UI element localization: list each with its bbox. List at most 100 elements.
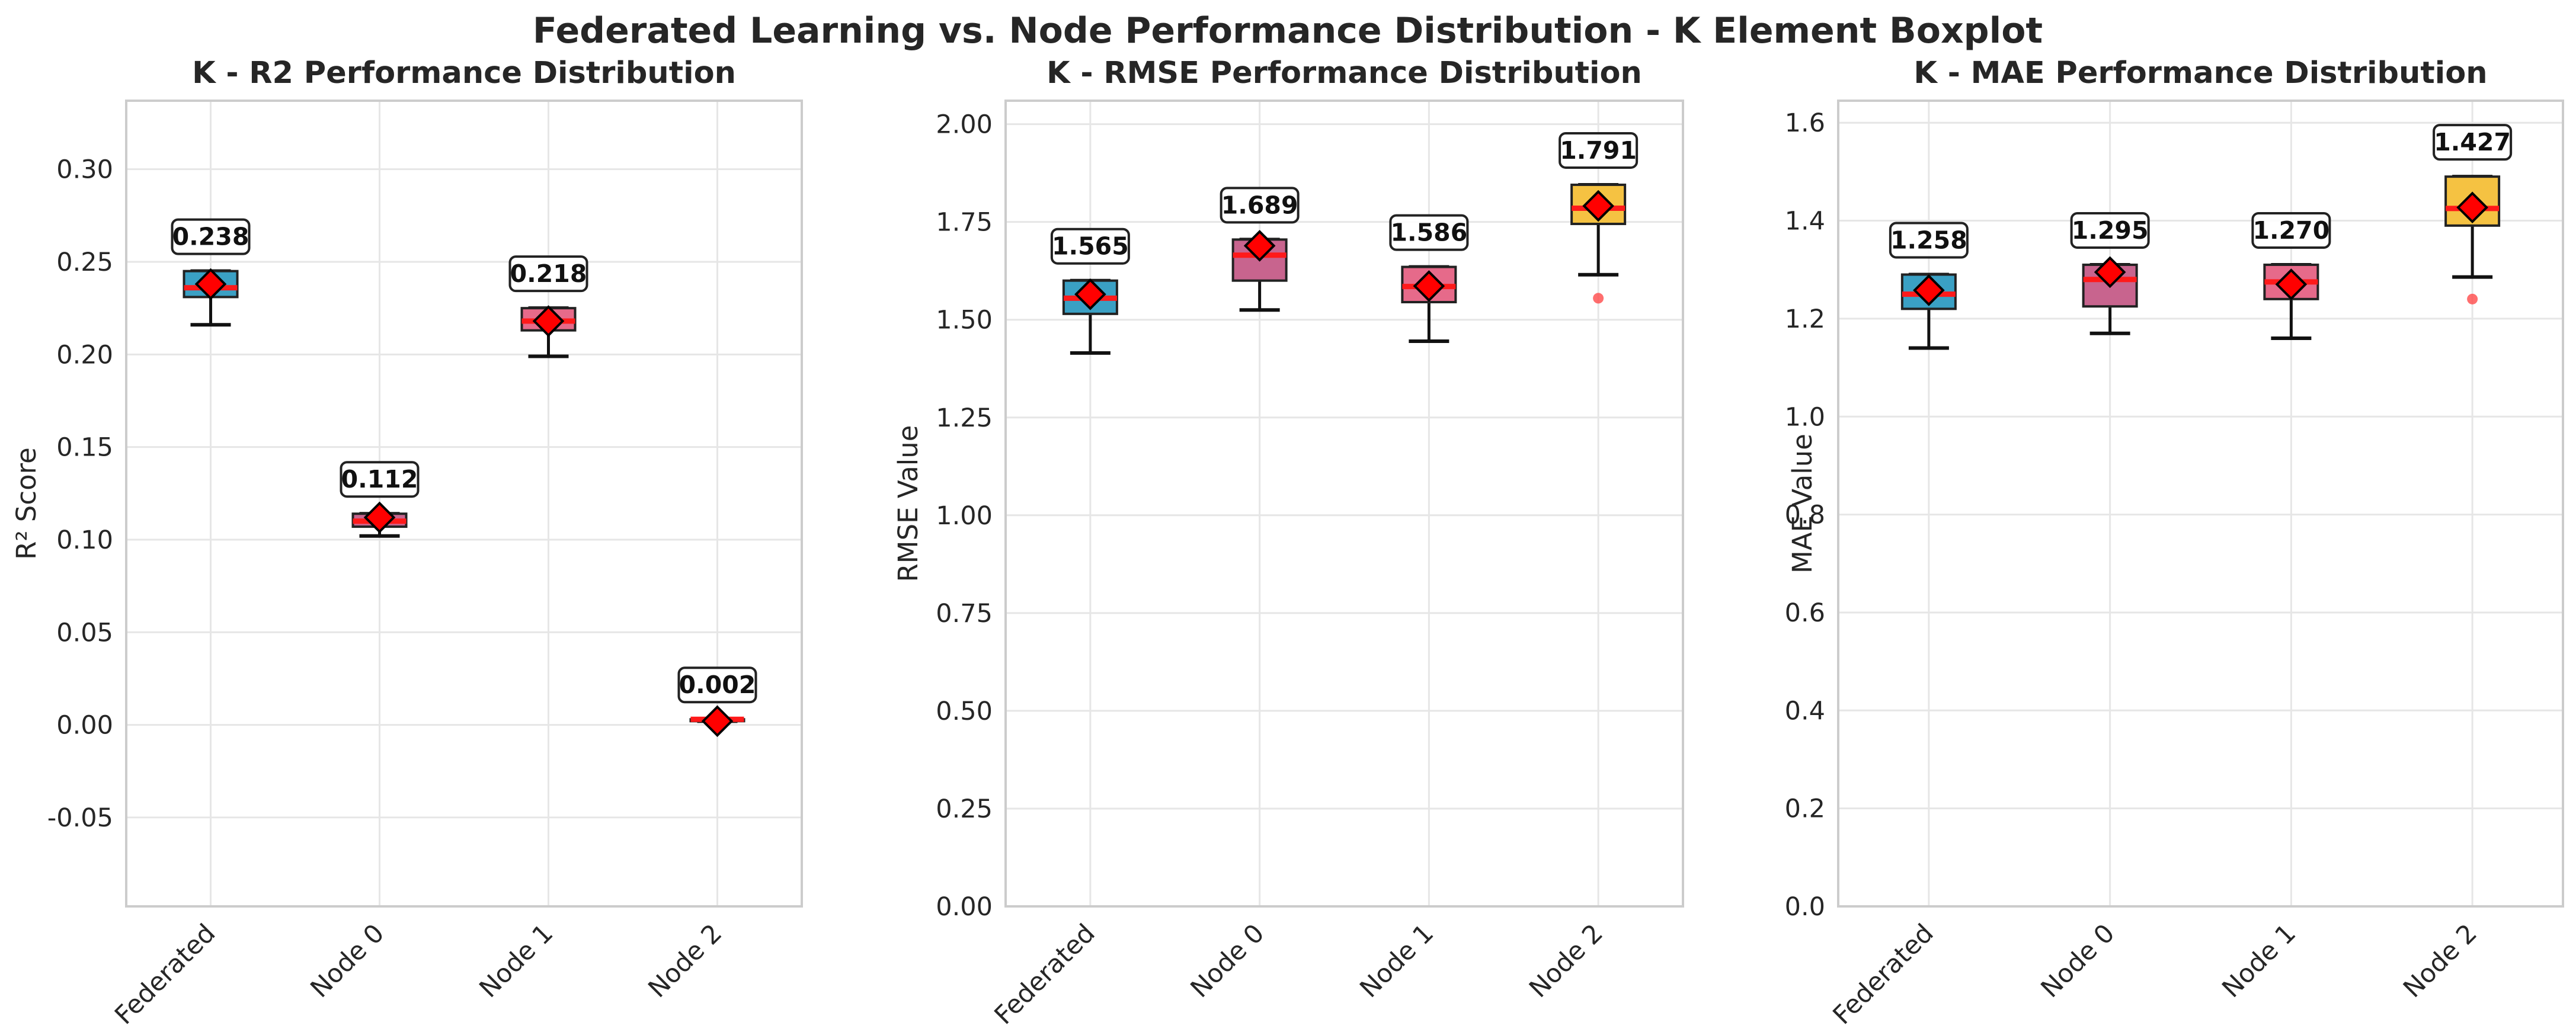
y-tick-label: 0.4 (1785, 696, 1825, 726)
chart-panel-1: -0.05 0.00 0.05 0.10 0.15 0.20 0.25 0.30 Federat… (11, 56, 803, 1029)
y-tick-label: 0.50 (936, 697, 993, 726)
data-label: 1.586 (1391, 219, 1468, 247)
y-tick-label: 0.25 (56, 248, 113, 277)
mean-marker (1913, 274, 1945, 306)
box-body (2444, 175, 2501, 227)
box-node-0: 1.295 (2070, 211, 2150, 335)
y-tick-label: 1.6 (1785, 108, 1825, 138)
axes-frame (125, 100, 803, 908)
x-tick-label-federated: Federated (109, 918, 221, 1029)
mean-marker (1413, 270, 1445, 302)
x-tick-label-federated: Federated (1828, 918, 1940, 1029)
box-node-1: 1.270 (2251, 211, 2331, 340)
y-tick-label: 0.2 (1785, 794, 1825, 824)
box-federated: 1.565 (1050, 227, 1130, 355)
y-tick-label: 0.75 (936, 599, 993, 629)
y-axis-label: MAE Value (1787, 434, 1818, 573)
data-label-box (2433, 124, 2513, 161)
y-tick-label: 1.25 (936, 403, 993, 433)
mean-marker (1582, 190, 1614, 222)
data-label: 0.218 (510, 259, 587, 288)
box-node-0: 1.689 (1220, 187, 1300, 312)
data-label: 1.258 (1890, 226, 1967, 254)
data-label-box (677, 666, 757, 704)
outlier-point (2467, 293, 2478, 304)
chart-panels: -0.05 0.00 0.05 0.10 0.15 0.20 0.25 0.30 Federat… (11, 56, 2564, 1029)
y-tick-label: 1.4 (1785, 207, 1825, 236)
subplot-title: K - MAE Performance Distribution (1913, 56, 2487, 91)
mean-marker (2094, 256, 2126, 288)
outlier-point (1593, 293, 1604, 304)
data-label: 1.565 (1052, 232, 1129, 261)
data-label-box (508, 255, 588, 293)
y-tick-label: 0.15 (56, 433, 113, 463)
x-tick-label-node-1: Node 1 (474, 918, 559, 1004)
mean-marker (1243, 230, 1276, 262)
x-tick-label-node-2: Node 2 (1524, 918, 1609, 1004)
y-tick-label: 0.00 (936, 892, 993, 922)
y-tick-label: 1.00 (936, 501, 993, 531)
data-label-box (1050, 227, 1130, 265)
data-label: 1.689 (1221, 191, 1298, 219)
y-tick-label: 0.25 (936, 794, 993, 824)
chart-panel-3: 0.0 0.2 0.4 0.6 0.8 1.0 1.2 1.4 1.6 Federated Node… (1785, 56, 2564, 1029)
x-tick-label-node-0: Node 0 (2036, 918, 2121, 1004)
y-tick-label: 0.20 (56, 340, 113, 370)
y-tick-label: 0.05 (56, 618, 113, 647)
data-label-box (1220, 187, 1300, 224)
data-label: 0.112 (341, 465, 418, 493)
axes-frame (1837, 100, 2564, 908)
subplot-title: K - RMSE Performance Distribution (1047, 56, 1642, 91)
box-node-1: 0.218 (508, 255, 588, 358)
axes-frame (1004, 100, 1684, 908)
data-label: 0.238 (172, 223, 249, 251)
data-label: 1.791 (1560, 136, 1637, 165)
x-tick-label-node-2: Node 2 (643, 918, 728, 1004)
data-label: 0.002 (679, 671, 756, 699)
data-label-box (2251, 211, 2331, 249)
y-tick-label: 1.0 (1785, 402, 1825, 432)
mean-marker (363, 501, 396, 534)
data-label-box (1889, 222, 1969, 259)
x-tick-label-node-1: Node 1 (1354, 918, 1439, 1004)
y-tick-label: 0.30 (56, 155, 113, 185)
y-tick-label: 1.75 (936, 208, 993, 238)
data-label: 1.295 (2072, 216, 2149, 245)
y-tick-label: 2.00 (936, 110, 993, 140)
y-tick-label: 0.8 (1785, 501, 1825, 530)
data-label-box (1559, 132, 1639, 169)
box-node-2: 1.791 (1559, 132, 1639, 304)
data-label: 1.270 (2253, 216, 2330, 245)
box-federated: 1.258 (1889, 222, 1969, 350)
y-axis-label: RMSE Value (892, 425, 924, 582)
x-tick-label-node-0: Node 0 (305, 918, 391, 1004)
y-tick-label: 0.0 (1785, 892, 1825, 922)
box-node-1: 1.586 (1389, 214, 1469, 344)
data-label-box (2070, 211, 2150, 249)
y-axis-label: R² Score (11, 447, 42, 560)
box-node-0: 0.112 (340, 461, 420, 538)
y-tick-label: 0.10 (56, 525, 113, 555)
x-tick-label-node-0: Node 0 (1185, 918, 1271, 1004)
data-label-box (171, 218, 251, 255)
data-label: 1.427 (2434, 128, 2511, 156)
chart-panel-2: 0.00 0.25 0.50 0.75 1.00 1.25 1.50 1.75 2.00 Fede… (892, 56, 1684, 1029)
x-tick-label-node-2: Node 2 (2398, 918, 2483, 1004)
y-tick-label: 0.6 (1785, 598, 1825, 628)
mean-marker (1074, 278, 1106, 310)
box-node-2: 1.427 (2433, 124, 2513, 304)
mean-marker (701, 705, 734, 738)
x-tick-label-federated: Federated (989, 918, 1101, 1029)
mean-marker (2456, 191, 2488, 224)
y-tick-label: -0.05 (47, 803, 113, 833)
x-tick-label-node-1: Node 1 (2216, 918, 2302, 1004)
mean-marker (2275, 268, 2308, 300)
y-tick-label: 1.2 (1785, 304, 1825, 334)
y-tick-label: 1.50 (936, 306, 993, 335)
mean-marker (194, 268, 227, 300)
mean-marker (532, 305, 565, 337)
subplot-title: K - R2 Performance Distribution (192, 56, 736, 91)
box-federated: 0.238 (171, 218, 251, 327)
data-label-box (1389, 214, 1469, 251)
